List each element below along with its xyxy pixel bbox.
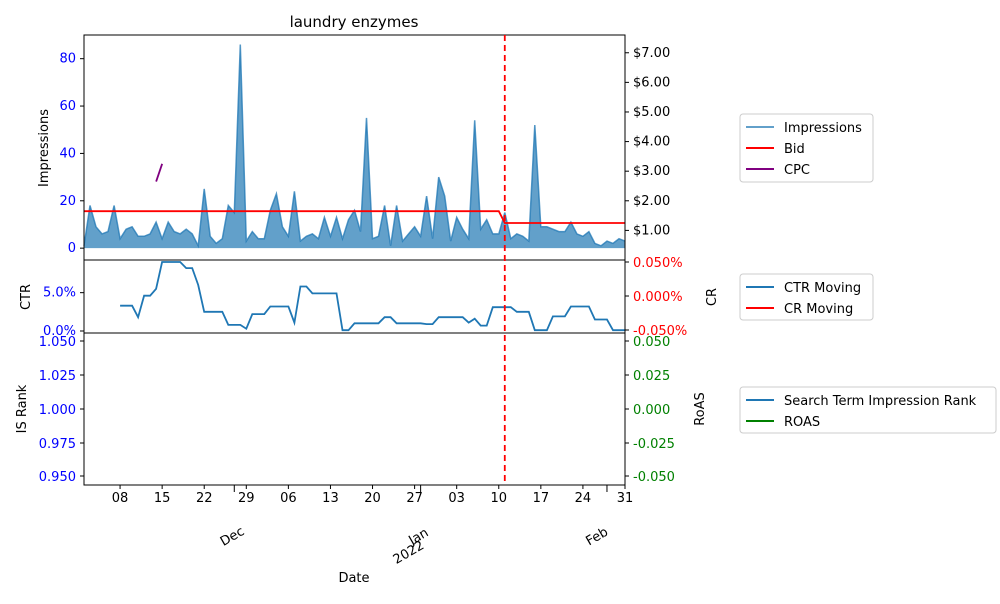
y-tick-left-label: 80 (59, 52, 76, 67)
ctr-moving-line (120, 261, 625, 332)
x-tick-label: 27 (406, 491, 423, 506)
y-axis-label-ctr: CTR (19, 284, 34, 310)
x-tick-label: 13 (322, 491, 339, 506)
y-tick-right-label: 0.000 (633, 403, 670, 418)
legend-top (739, 113, 874, 183)
y-tick-right-label: $6.00 (633, 75, 670, 90)
y-axis-label-cr: CR (705, 288, 720, 306)
y-tick-right-label: $5.00 (633, 105, 670, 120)
y-tick-left-label: 60 (59, 99, 76, 114)
legend-top-label: Bid (784, 142, 805, 157)
x-tick-label: 03 (448, 491, 465, 506)
impressions-area (84, 44, 625, 249)
y-tick-right-label: $2.00 (633, 194, 670, 209)
y-tick-right-label: 0.025 (633, 369, 670, 384)
y-tick-left-label: 0.950 (39, 470, 76, 485)
y-tick-left-label: 0 (68, 241, 76, 256)
y-tick-left-label: 0.0% (43, 324, 76, 339)
y-tick-right-label: -0.050 (633, 470, 675, 485)
y-tick-right-label: $1.00 (633, 223, 670, 238)
y-tick-right-label: -0.025 (633, 437, 675, 452)
y-tick-right-label: -0.050% (633, 324, 687, 339)
legend-bottom-label: ROAS (784, 415, 820, 430)
cpc-line (155, 163, 163, 182)
y-tick-right-label: 0.050% (633, 256, 683, 271)
x-tick-label: 31 (617, 491, 634, 506)
y-axis-label-impressions: Impressions (37, 109, 52, 187)
x-tick-label: 15 (154, 491, 171, 506)
x-tick-label: 10 (490, 491, 507, 506)
x-major-tick-sublabel: 2022 (391, 538, 427, 568)
x-tick-label: 20 (364, 491, 381, 506)
y-tick-left-label: 0.975 (39, 437, 76, 452)
x-tick-label: 17 (533, 491, 550, 506)
legend-top-label: CPC (784, 163, 810, 178)
x-major-tick-label: Dec (218, 524, 247, 550)
x-tick-label: 22 (196, 491, 213, 506)
y-tick-right-label: $4.00 (633, 135, 670, 150)
y-tick-left-label: 1.025 (39, 369, 76, 384)
y-tick-left-label: 1.000 (39, 403, 76, 418)
legend-top-label: Impressions (784, 121, 862, 136)
x-major-tick-label: Feb (583, 525, 610, 550)
y-tick-right-label: $3.00 (633, 164, 670, 179)
panel-frame-bottom (83, 332, 626, 486)
y-tick-right-label: $7.00 (633, 46, 670, 61)
bid-line (84, 210, 625, 224)
y-axis-label-roas: RoAS (693, 392, 708, 426)
legend-middle-label: CR Moving (784, 302, 853, 317)
legend-bottom-label: Search Term Impression Rank (784, 394, 977, 409)
y-tick-right-label: 0.000% (633, 290, 683, 305)
panel-frame-middle (83, 259, 626, 334)
y-tick-left-label: 40 (59, 146, 76, 161)
legend-bottom (739, 386, 997, 434)
y-tick-right-label: 0.050 (633, 335, 670, 350)
y-tick-left-label: 20 (59, 194, 76, 209)
y-axis-label-is-rank: IS Rank (15, 384, 30, 433)
legend-middle-label: CTR Moving (784, 281, 861, 296)
x-tick-label: 29 (238, 491, 255, 506)
chart-title: laundry enzymes (290, 13, 419, 31)
x-tick-label: 08 (112, 491, 129, 506)
x-axis-label: Date (338, 571, 369, 586)
x-tick-label: 06 (280, 491, 297, 506)
y-tick-left-label: 5.0% (43, 286, 76, 301)
x-tick-label: 24 (575, 491, 592, 506)
y-tick-left-label: 1.050 (39, 335, 76, 350)
